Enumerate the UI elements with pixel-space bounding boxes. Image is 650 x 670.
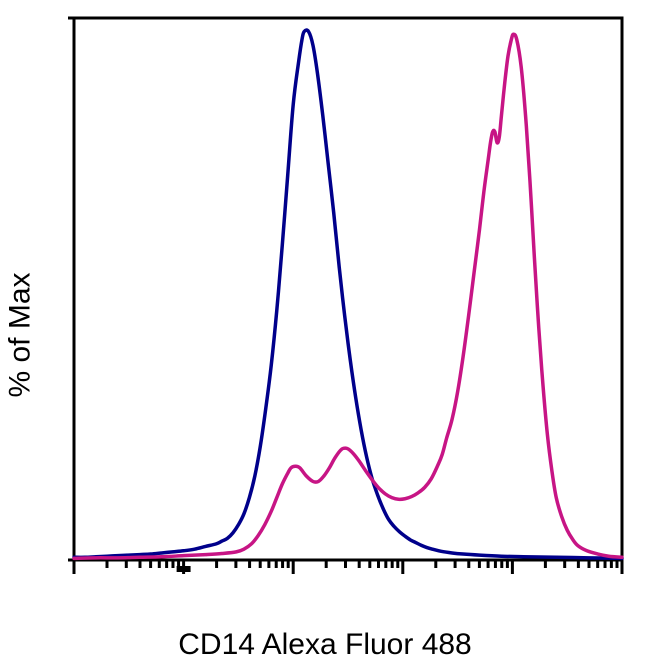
histogram-chart bbox=[68, 10, 628, 590]
x-axis-label: CD14 Alexa Fluor 488 bbox=[0, 628, 650, 662]
chart-container: % of Max CD14 Alexa Fluor 488 bbox=[0, 0, 650, 670]
x-axis-label-text: CD14 Alexa Fluor 488 bbox=[178, 628, 472, 661]
y-axis-label-text: % of Max bbox=[4, 272, 37, 397]
y-axis-label: % of Max bbox=[4, 272, 38, 397]
